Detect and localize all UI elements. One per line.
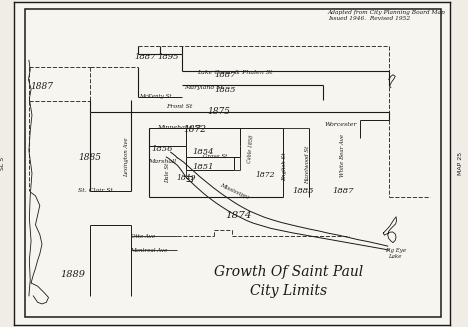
Text: SL 5: SL 5	[0, 157, 5, 170]
Text: Lexington Ave: Lexington Ave	[124, 137, 130, 177]
Text: Montreal Ave: Montreal Ave	[131, 248, 168, 252]
Text: Front St: Front St	[166, 104, 193, 109]
Text: English St: English St	[282, 152, 287, 181]
Text: McKenty St: McKenty St	[139, 94, 171, 99]
Text: 1856: 1856	[151, 145, 173, 153]
Text: 1887: 1887	[214, 71, 236, 79]
Text: Maryland St: Maryland St	[184, 85, 223, 90]
Text: MAP 25: MAP 25	[458, 152, 463, 175]
Text: Mississippi: Mississippi	[219, 182, 249, 200]
Text: 1887: 1887	[135, 53, 156, 61]
Text: 1872: 1872	[256, 171, 276, 179]
Text: Growth Of Saint Paul: Growth Of Saint Paul	[214, 265, 363, 279]
Text: 1885: 1885	[214, 86, 236, 94]
Text: St. Clair St: St. Clair St	[78, 188, 113, 194]
Text: Adapted from City Planning Board Map
Issued 1946.  Revised 1952: Adapted from City Planning Board Map Iss…	[328, 10, 446, 21]
Text: Hazelwood St: Hazelwood St	[306, 146, 310, 184]
Text: 1895: 1895	[158, 53, 179, 61]
Text: Pig Eye
Lake: Pig Eye Lake	[385, 249, 406, 259]
Text: Worcester: Worcester	[325, 122, 358, 127]
Text: Otto Ave: Otto Ave	[131, 233, 154, 239]
Text: 1849: 1849	[176, 174, 196, 182]
Text: Grove St: Grove St	[203, 154, 228, 159]
Text: Dale St: Dale St	[165, 163, 170, 183]
Text: 1874: 1874	[225, 211, 251, 220]
Text: Lake Como & Phalen St: Lake Como & Phalen St	[197, 70, 272, 75]
Text: 1851: 1851	[193, 163, 214, 171]
Text: 1872: 1872	[183, 125, 206, 134]
Text: 1854: 1854	[193, 148, 214, 156]
Text: White Bear Ave: White Bear Ave	[340, 134, 345, 177]
Text: 1885: 1885	[79, 152, 102, 162]
Text: 1887: 1887	[30, 81, 53, 91]
Text: Minnehaha St: Minnehaha St	[158, 125, 202, 130]
Text: 1889: 1889	[60, 270, 85, 279]
Text: 1885: 1885	[293, 187, 314, 195]
Text: 1887: 1887	[332, 187, 354, 195]
Text: City Limits: City Limits	[250, 284, 327, 298]
Text: Marshall: Marshall	[148, 159, 176, 164]
Text: Cable 1858: Cable 1858	[247, 135, 254, 164]
Text: 1875: 1875	[207, 107, 230, 116]
